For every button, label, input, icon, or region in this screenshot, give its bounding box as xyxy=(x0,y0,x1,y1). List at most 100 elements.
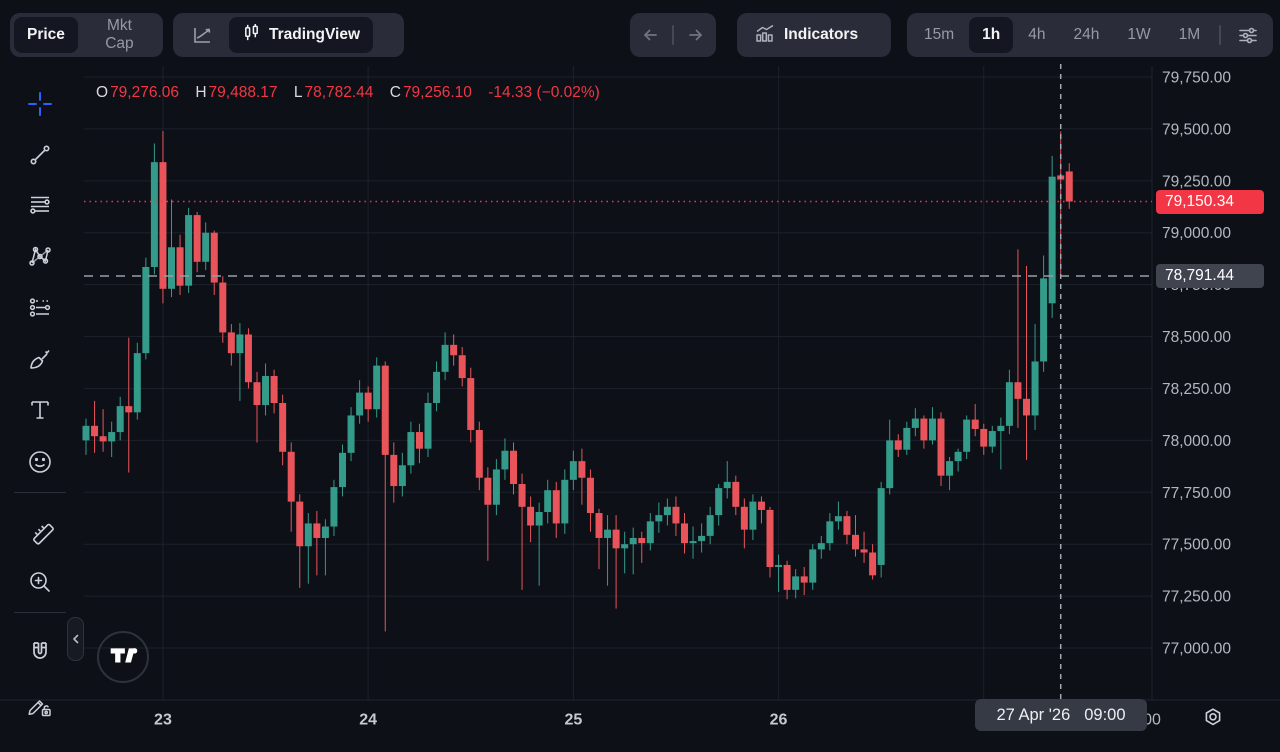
price-mktcap-toggle: Price Mkt Cap xyxy=(10,13,163,57)
drawing-lock-tool[interactable] xyxy=(20,686,60,726)
svg-text:77,250.00: 77,250.00 xyxy=(1162,589,1231,606)
timeframe-24h[interactable]: 24h xyxy=(1061,17,1113,53)
candle-body xyxy=(168,247,175,289)
fib-retracement-tool[interactable] xyxy=(20,185,60,225)
price-tab[interactable]: Price xyxy=(14,17,78,53)
candle-body xyxy=(783,564,791,590)
open-label: O xyxy=(96,84,109,101)
candle-body xyxy=(937,418,945,476)
timeframe-1m[interactable]: 1M xyxy=(1166,17,1214,53)
candle-body xyxy=(185,215,193,286)
text-icon xyxy=(27,397,53,423)
candle-body xyxy=(723,481,731,489)
candle-body xyxy=(347,415,355,453)
forecast-lines-tool[interactable] xyxy=(20,288,60,328)
candle-body xyxy=(492,469,500,505)
candle-body xyxy=(244,334,252,383)
svg-text:00: 00 xyxy=(1143,712,1161,729)
svg-text:77,000.00: 77,000.00 xyxy=(1162,641,1231,658)
candle-body xyxy=(886,440,894,489)
candle-body xyxy=(655,515,663,522)
low-value: 78,782.44 xyxy=(304,84,374,101)
line-chart-button[interactable] xyxy=(177,17,227,53)
crosshair-icon xyxy=(25,89,55,119)
crosshair-tool[interactable] xyxy=(20,84,60,124)
candle-body xyxy=(304,523,312,547)
emoji-tool[interactable] xyxy=(20,442,60,482)
forward-arrow-button[interactable] xyxy=(680,17,712,53)
candle-body xyxy=(279,402,287,452)
candle-body xyxy=(971,419,979,429)
indicators-button[interactable]: Indicators xyxy=(741,17,871,53)
forecast-lines-icon xyxy=(27,295,53,321)
candle-body xyxy=(1048,176,1056,304)
tradingview-tab[interactable]: TradingView xyxy=(229,17,374,53)
candle-body xyxy=(800,576,808,583)
candle-body xyxy=(527,506,535,526)
timeframe-15m[interactable]: 15m xyxy=(911,17,967,53)
ruler-tool[interactable] xyxy=(20,511,60,551)
candle-body xyxy=(150,162,158,267)
tradingview-logo[interactable] xyxy=(97,631,149,683)
candle-body xyxy=(356,392,364,416)
crosshair-date: 27 Apr '26 xyxy=(996,705,1071,724)
svg-text:79,000.00: 79,000.00 xyxy=(1162,225,1231,242)
candle-body xyxy=(262,376,270,406)
chart-settings-button[interactable] xyxy=(1227,17,1269,53)
candle-body xyxy=(749,501,757,530)
candle-body xyxy=(646,521,654,544)
candle-body xyxy=(467,378,475,430)
toolbar-collapse-handle[interactable] xyxy=(67,617,84,661)
tradingview-logo-icon xyxy=(106,638,140,677)
candle-body xyxy=(475,429,483,478)
candle-body xyxy=(629,537,637,545)
candle-body xyxy=(82,425,90,441)
candle-body xyxy=(638,537,646,544)
brush-tool[interactable] xyxy=(20,340,60,380)
trend-line-tool[interactable] xyxy=(20,135,60,175)
candle-body xyxy=(663,506,671,516)
back-arrow-button[interactable] xyxy=(634,17,666,53)
candle-body xyxy=(1005,382,1013,426)
timeframe-1w[interactable]: 1W xyxy=(1114,17,1163,53)
candle-body xyxy=(715,488,723,516)
candle-body xyxy=(775,564,783,568)
candle-body xyxy=(860,549,868,553)
mktcap-tab[interactable]: Mkt Cap xyxy=(80,17,159,53)
settings-button[interactable] xyxy=(1201,706,1225,730)
candle-body xyxy=(903,427,911,450)
candle-body xyxy=(510,450,517,484)
candle-body xyxy=(227,332,235,354)
candle-body xyxy=(339,452,346,488)
magnet-tool[interactable] xyxy=(20,632,60,672)
candle-body xyxy=(424,402,432,449)
candle-body xyxy=(1014,382,1022,399)
candle-body xyxy=(210,232,218,283)
candle-body xyxy=(108,432,116,442)
svg-text:78,500.00: 78,500.00 xyxy=(1162,329,1231,346)
zoom-in-tool[interactable] xyxy=(20,562,60,602)
candle-body xyxy=(963,419,971,452)
text-tool[interactable] xyxy=(20,390,60,430)
time-axis[interactable]: 23 24 25 26 00 xyxy=(154,712,1161,729)
candle-body xyxy=(176,247,184,286)
tradingview-label: TradingView xyxy=(269,26,361,43)
candle-body xyxy=(91,425,99,437)
candles xyxy=(82,130,1073,632)
candle-body xyxy=(390,454,398,487)
zoom-in-icon xyxy=(26,568,54,596)
open-value: 79,276.06 xyxy=(110,84,180,101)
timeframe-4h[interactable]: 4h xyxy=(1015,17,1058,53)
candle-body xyxy=(441,344,449,372)
candle-body xyxy=(253,382,261,406)
candle-body xyxy=(458,355,466,379)
chart-source-toggle: TradingView xyxy=(173,13,404,57)
candle-body xyxy=(809,549,817,583)
price-axis[interactable]: 79,750.00 79,500.00 79,250.00 79,000.00 78,7… xyxy=(1162,70,1231,658)
candle-body xyxy=(740,506,748,530)
timeframe-1h[interactable]: 1h xyxy=(969,17,1014,53)
xabcd-pattern-tool[interactable] xyxy=(20,236,60,276)
candle-body xyxy=(698,535,706,542)
